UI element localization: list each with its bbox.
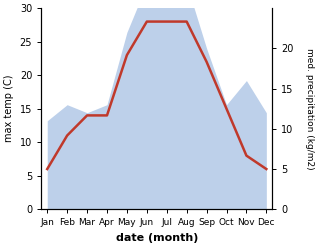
X-axis label: date (month): date (month) (116, 233, 198, 243)
Y-axis label: max temp (C): max temp (C) (4, 75, 14, 143)
Y-axis label: med. precipitation (kg/m2): med. precipitation (kg/m2) (305, 48, 314, 169)
